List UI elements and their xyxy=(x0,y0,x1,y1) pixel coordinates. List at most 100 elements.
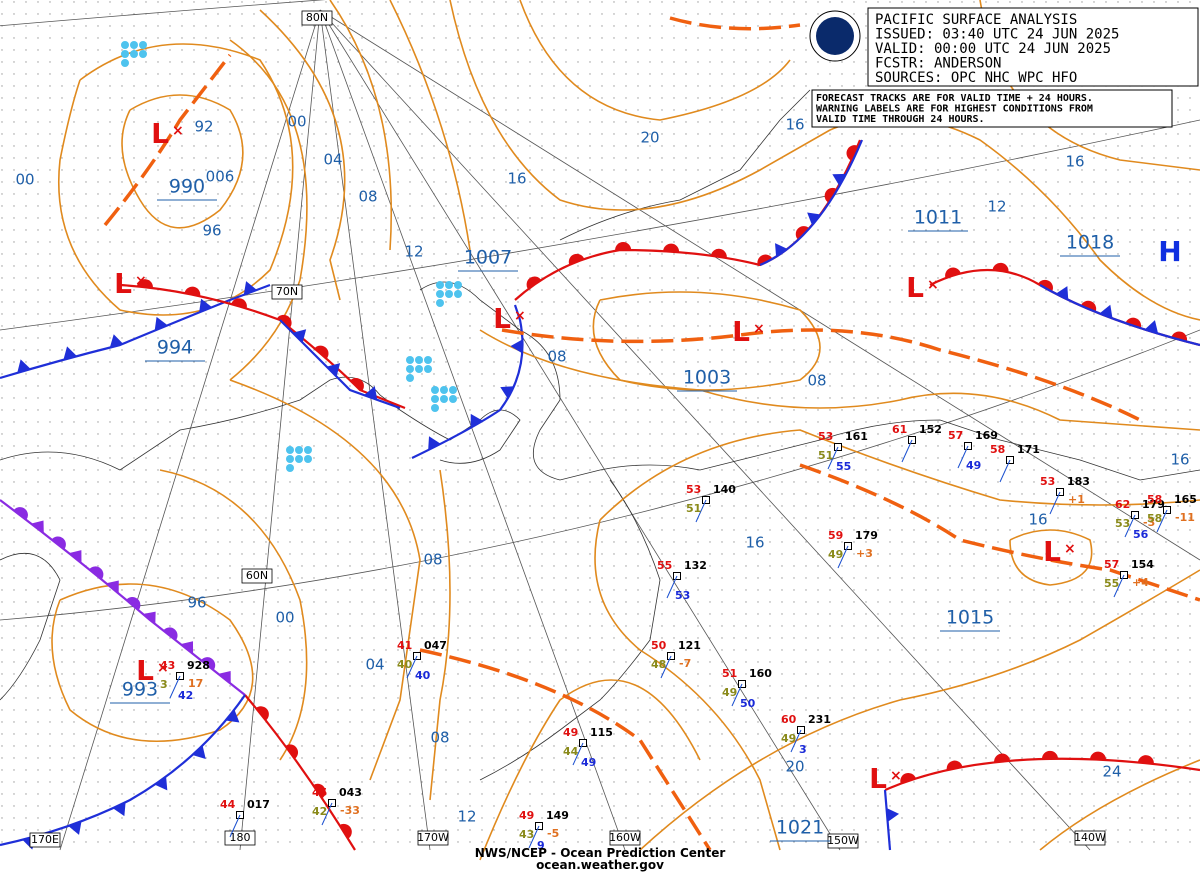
footer: NWS/NCEP - Ocean Prediction Centerocean.… xyxy=(475,846,726,872)
front-symbol xyxy=(428,436,441,451)
station-dew: 3 xyxy=(160,678,168,691)
front-symbol xyxy=(326,363,341,377)
wind-barb xyxy=(572,742,584,766)
wind-barb xyxy=(321,802,333,826)
station-pressure: 179 xyxy=(1142,498,1165,511)
station-pressure: 160 xyxy=(749,667,772,680)
station-dew: 48 xyxy=(651,658,666,671)
occl-front xyxy=(0,499,246,696)
front-symbol xyxy=(510,339,523,354)
ice-symbol xyxy=(431,404,439,412)
front-symbol xyxy=(154,776,168,791)
isobar-label: 92 xyxy=(194,118,213,136)
isobar-label: 16 xyxy=(785,116,804,134)
header-line: SOURCES: OPC NHC WPC HFO xyxy=(875,70,1077,86)
wind-barb xyxy=(406,655,418,679)
station-temp: 60 xyxy=(781,713,797,726)
station-dew: 49 xyxy=(781,732,796,745)
front-symbol xyxy=(89,566,104,580)
front-symbol xyxy=(13,507,28,520)
front-symbol xyxy=(710,248,727,259)
grid-label: 140W xyxy=(1074,831,1106,844)
ice-symbol xyxy=(436,299,444,307)
ice-symbol xyxy=(406,365,414,373)
isobar xyxy=(51,583,254,743)
station-temp: 59 xyxy=(828,529,843,542)
pressure-center: L xyxy=(906,271,924,304)
isobar-label: 16 xyxy=(1028,511,1047,529)
front-symbol xyxy=(757,254,773,267)
front-symbol xyxy=(615,242,632,251)
footer-band xyxy=(0,850,1200,875)
meridian xyxy=(239,9,321,851)
front-symbol xyxy=(1099,304,1113,319)
station-extra: 55 xyxy=(836,460,851,473)
front-symbol xyxy=(51,536,66,550)
isobar-label: 08 xyxy=(430,729,449,747)
front-symbol xyxy=(945,267,961,278)
front-symbol xyxy=(126,597,141,611)
grid-label-box xyxy=(29,832,61,848)
wind-barb xyxy=(528,825,540,849)
station: 59 179 49 +3 xyxy=(828,529,878,569)
station: 58 165 58 -11 xyxy=(1147,493,1197,533)
ice-symbol xyxy=(139,50,147,58)
station-dew: 58 xyxy=(1147,512,1162,525)
station-temp: 53 xyxy=(686,483,701,496)
cold-front xyxy=(883,789,892,851)
front-symbol xyxy=(568,253,585,265)
station-dew: 44 xyxy=(563,745,579,758)
front-symbol xyxy=(775,243,788,257)
pressure-center: L xyxy=(732,315,750,348)
station-tend: -11 xyxy=(1175,511,1195,524)
station-temp: 49 xyxy=(519,809,534,822)
front-symbol xyxy=(663,243,680,253)
isobar xyxy=(229,39,308,381)
front-symbol xyxy=(500,386,515,399)
front-symbol xyxy=(900,773,916,784)
isobar xyxy=(259,9,346,301)
center-mark: × xyxy=(927,277,939,293)
grid-label-box xyxy=(271,284,303,300)
front-symbol xyxy=(1137,755,1154,764)
ice-symbol xyxy=(121,41,129,49)
isobar xyxy=(429,469,451,801)
front-symbol xyxy=(1080,300,1097,312)
station-pressure: 183 xyxy=(1067,475,1090,488)
station-extra: 40 xyxy=(415,669,431,682)
ice-symbol xyxy=(424,356,432,364)
station: 60 231 493 xyxy=(781,713,831,756)
footer-line: ocean.weather.gov xyxy=(536,858,664,872)
pressure-center: L xyxy=(114,267,132,300)
header-frame xyxy=(867,7,1199,87)
front-symbol xyxy=(31,520,44,534)
isobar-label: 04 xyxy=(365,656,384,674)
isobar xyxy=(159,469,308,761)
center-mark: × xyxy=(172,123,184,139)
center-pressure: 1015 xyxy=(946,607,994,629)
ice-symbol xyxy=(139,41,147,49)
station-temp: 53 xyxy=(1040,475,1055,488)
station-tend: -5 xyxy=(547,827,559,840)
front-symbol xyxy=(180,641,194,655)
isobar-label: 16 xyxy=(507,170,526,188)
isobar xyxy=(229,379,421,781)
center-pressure: 1003 xyxy=(683,367,731,389)
wind-barb xyxy=(666,575,678,599)
parallel xyxy=(0,119,1200,331)
front-symbol xyxy=(1090,751,1106,761)
station: 44 017 xyxy=(220,798,270,838)
grid-label: 150W xyxy=(827,834,859,847)
note-frame xyxy=(811,89,1173,128)
pressure-center: L xyxy=(869,762,887,795)
ice-symbol xyxy=(130,41,138,49)
isobar xyxy=(1009,529,1093,586)
front-symbol xyxy=(106,580,119,594)
ice-symbol xyxy=(440,395,448,403)
grid-label-box xyxy=(417,830,449,846)
wind-barb xyxy=(901,439,913,463)
isobar xyxy=(57,43,294,316)
wind-barb xyxy=(695,499,707,523)
